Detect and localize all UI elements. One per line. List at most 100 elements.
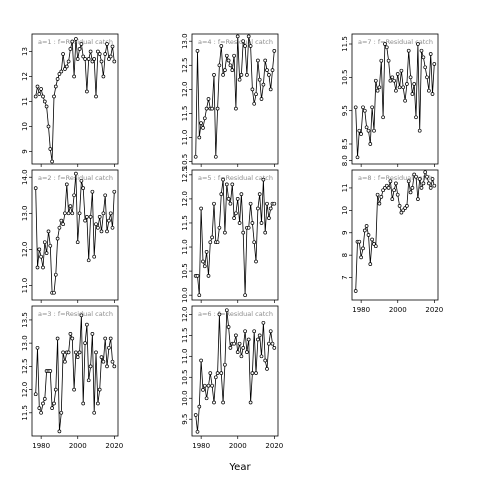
y-tick-label: 12.0: [181, 307, 189, 323]
data-point: [33, 94, 38, 99]
data-point: [384, 45, 389, 50]
data-point: [42, 99, 47, 104]
data-point: [212, 73, 216, 77]
data-point: [103, 336, 108, 341]
y-tick-label: 10: [21, 122, 29, 131]
data-point: [195, 49, 200, 53]
data-point: [386, 186, 391, 190]
data-point: [267, 216, 271, 220]
data-point: [197, 293, 202, 298]
data-point: [103, 193, 108, 198]
data-point: [92, 254, 97, 259]
y-tick-label: 13: [21, 47, 29, 56]
y-tick-label: 10.5: [341, 70, 349, 86]
data-point: [86, 57, 91, 61]
data-point: [208, 240, 213, 245]
data-point: [390, 197, 395, 201]
y-tick-label: 8: [341, 253, 349, 257]
data-point: [397, 85, 402, 90]
data-point: [237, 77, 242, 82]
data-point: [208, 371, 213, 375]
data-point: [48, 243, 53, 248]
data-point: [90, 59, 95, 64]
data-point: [223, 362, 227, 367]
data-point: [57, 429, 62, 434]
data-point: [410, 92, 415, 96]
data-point: [66, 59, 71, 64]
data-point: [364, 125, 369, 130]
x-tick-label: 1980: [352, 306, 370, 314]
data-point: [370, 237, 374, 242]
data-point: [83, 218, 87, 223]
data-point: [414, 115, 418, 120]
data-point: [217, 63, 222, 68]
data-point: [99, 355, 104, 359]
y-tick-label: 13.0: [21, 335, 29, 351]
data-point: [416, 197, 420, 201]
data-point: [257, 192, 262, 196]
data-point: [362, 228, 367, 233]
data-point: [243, 293, 247, 298]
data-point: [199, 206, 203, 211]
data-point: [193, 154, 198, 159]
data-point: [77, 211, 82, 216]
data-point: [85, 215, 89, 219]
data-point: [219, 371, 224, 375]
data-point: [228, 63, 233, 68]
y-tick-label: 9.5: [341, 105, 349, 116]
data-point: [75, 355, 80, 359]
data-point: [272, 49, 277, 53]
data-point: [412, 82, 417, 86]
data-point: [64, 64, 69, 69]
data-point: [52, 401, 56, 406]
x-tick-label: 2020: [265, 442, 283, 450]
data-point: [265, 201, 269, 206]
data-point: [241, 230, 246, 235]
series-line: [35, 173, 115, 294]
data-point: [74, 350, 78, 355]
y-tick-label: 10.5: [181, 263, 189, 279]
panel-7: a=7 : f=Residual catch 8.0 8.5 9.5 10.5 11.5: [341, 33, 439, 167]
data-point: [72, 387, 76, 392]
data-point: [212, 400, 216, 405]
data-point: [195, 429, 200, 434]
data-point: [33, 392, 38, 397]
data-point: [263, 58, 268, 63]
data-point: [39, 87, 43, 91]
data-point: [213, 375, 218, 380]
data-point: [86, 258, 91, 263]
data-point: [417, 128, 422, 133]
data-point: [42, 240, 47, 245]
data-point: [210, 383, 214, 388]
data-point: [37, 92, 42, 96]
data-point: [86, 378, 91, 383]
data-point: [257, 333, 262, 338]
data-point: [53, 272, 58, 277]
data-point: [373, 78, 378, 83]
data-point: [77, 47, 82, 51]
data-point: [88, 49, 93, 54]
data-point: [41, 265, 45, 270]
y-tick-label: 11.5: [341, 36, 349, 52]
data-point: [48, 369, 53, 373]
data-point: [235, 197, 240, 201]
data-point: [390, 75, 395, 80]
y-tick-label: 11.5: [181, 215, 189, 231]
data-point: [223, 68, 227, 72]
data-point: [394, 181, 398, 186]
data-point: [210, 235, 214, 240]
data-point: [230, 68, 235, 72]
data-point: [197, 135, 202, 140]
data-point: [235, 34, 240, 39]
data-point: [101, 74, 106, 79]
data-point: [195, 274, 200, 278]
y-tick-label: 10.0: [181, 390, 189, 406]
data-point: [193, 413, 198, 417]
x-tick-label: 1980: [32, 442, 50, 450]
data-point: [392, 78, 396, 83]
data-point: [101, 211, 106, 216]
data-point: [83, 341, 87, 345]
data-point: [68, 204, 73, 208]
data-point: [74, 37, 78, 41]
data-point: [263, 230, 268, 235]
